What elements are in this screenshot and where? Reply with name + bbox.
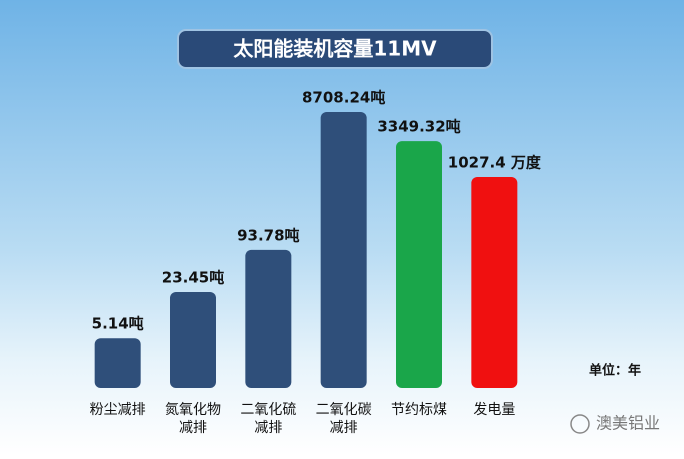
x-tick-label: 二氧化碳 bbox=[316, 402, 372, 418]
bar bbox=[320, 112, 367, 388]
x-tick-label: 二氧化硫 bbox=[240, 402, 296, 418]
chart-title: 太阳能装机容量11MV bbox=[233, 37, 437, 61]
watermark: 澳美铝业 bbox=[596, 414, 660, 433]
x-tick-label: 减排 bbox=[254, 420, 282, 436]
value-label: 23.45吨 bbox=[162, 269, 224, 287]
watermark-icon bbox=[570, 414, 590, 434]
title-box bbox=[177, 29, 493, 69]
value-label: 5.14吨 bbox=[92, 315, 144, 333]
unit-note: 单位：年 bbox=[589, 363, 641, 379]
value-label: 3349.32吨 bbox=[377, 118, 460, 136]
value-label: 93.78吨 bbox=[237, 226, 299, 244]
bar bbox=[396, 141, 442, 388]
x-tick-label: 粉尘减排 bbox=[90, 402, 146, 418]
x-tick-label: 减排 bbox=[330, 420, 358, 436]
x-tick-label: 氮氧化物 bbox=[165, 402, 221, 418]
x-tick-label: 减排 bbox=[179, 420, 207, 436]
x-tick-label: 发电量 bbox=[473, 402, 515, 418]
bar bbox=[170, 292, 216, 388]
bar bbox=[245, 249, 292, 388]
value-label: 8708.24吨 bbox=[302, 89, 385, 107]
x-tick-label: 节约标煤 bbox=[391, 402, 447, 418]
value-label: 1027.4 万度 bbox=[448, 154, 542, 172]
bar bbox=[94, 338, 141, 388]
bar bbox=[471, 177, 518, 388]
